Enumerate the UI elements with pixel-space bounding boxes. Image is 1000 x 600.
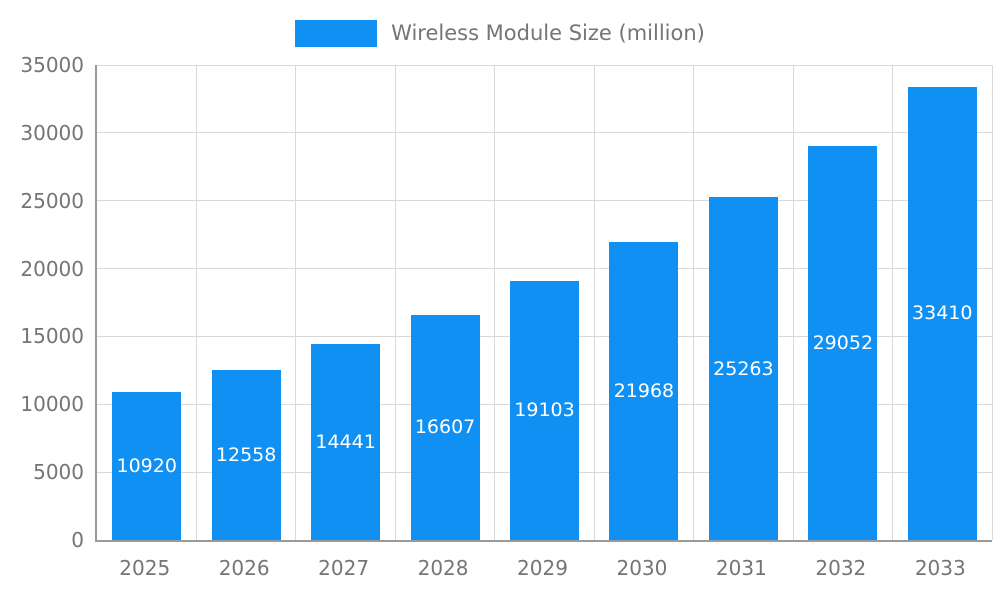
plot-area: 10920 12558 14441 16607 19103 21968 25263 29052… [95, 64, 993, 542]
x-tick-label: 2028 [417, 556, 469, 580]
x-tick-label: 2029 [517, 556, 568, 580]
y-tick-label: 20000 [20, 256, 84, 281]
gridline-vertical [394, 65, 396, 540]
x-tick-label: 2026 [218, 556, 270, 580]
gridline-vertical [494, 65, 496, 540]
bar: 19103 [510, 280, 579, 540]
bar: 29052 [808, 145, 878, 540]
x-tick-label: 2025 [119, 556, 171, 580]
bar-value-label: 25263 [713, 357, 774, 380]
bar-value-label: 33410 [912, 302, 973, 325]
y-tick-label: 30000 [20, 120, 84, 145]
bar-value-label: 16607 [414, 416, 476, 439]
bar-value-label: 12558 [215, 443, 277, 466]
gridline-vertical [892, 65, 894, 540]
gridline-vertical [693, 65, 695, 540]
y-tick-label: 25000 [20, 188, 84, 213]
bar: 33410 [907, 86, 977, 540]
gridline-vertical [593, 65, 595, 540]
x-tick-label: 2030 [616, 556, 668, 580]
gridline-vertical [991, 65, 993, 540]
bar-value-label: 14441 [315, 431, 376, 453]
bar: 25263 [708, 197, 778, 540]
gridline-vertical [295, 65, 297, 540]
gridline-vertical [195, 65, 197, 540]
y-tick-label: 0 [71, 528, 84, 552]
y-tick-label: 15000 [20, 324, 84, 349]
bar: 10920 [112, 391, 182, 540]
bar-value-label: 21968 [613, 379, 675, 402]
y-tick-label: 10000 [20, 392, 84, 417]
bar-value-label: 29052 [812, 331, 874, 354]
x-tick-label: 2033 [914, 556, 966, 580]
x-tick-label: 2027 [318, 556, 370, 580]
x-tick-label: 2031 [715, 556, 767, 580]
gridline-horizontal [97, 132, 992, 134]
bar-value-label: 10920 [116, 454, 177, 477]
bar-value-label: 19103 [514, 399, 575, 422]
bar: 21968 [609, 241, 679, 540]
gridline-vertical [792, 65, 794, 540]
gridline-horizontal [97, 64, 992, 66]
bar: 12558 [211, 369, 281, 540]
legend-label: Wireless Module Size (million) [391, 21, 705, 45]
y-tick-label: 5000 [33, 460, 84, 485]
legend-swatch [295, 19, 378, 47]
x-tick-label: 2032 [815, 556, 867, 580]
chart-legend: Wireless Module Size (million) [0, 14, 1000, 52]
y-tick-label: 35000 [20, 53, 84, 77]
bar: 14441 [311, 344, 381, 540]
bar: 16607 [410, 314, 480, 540]
